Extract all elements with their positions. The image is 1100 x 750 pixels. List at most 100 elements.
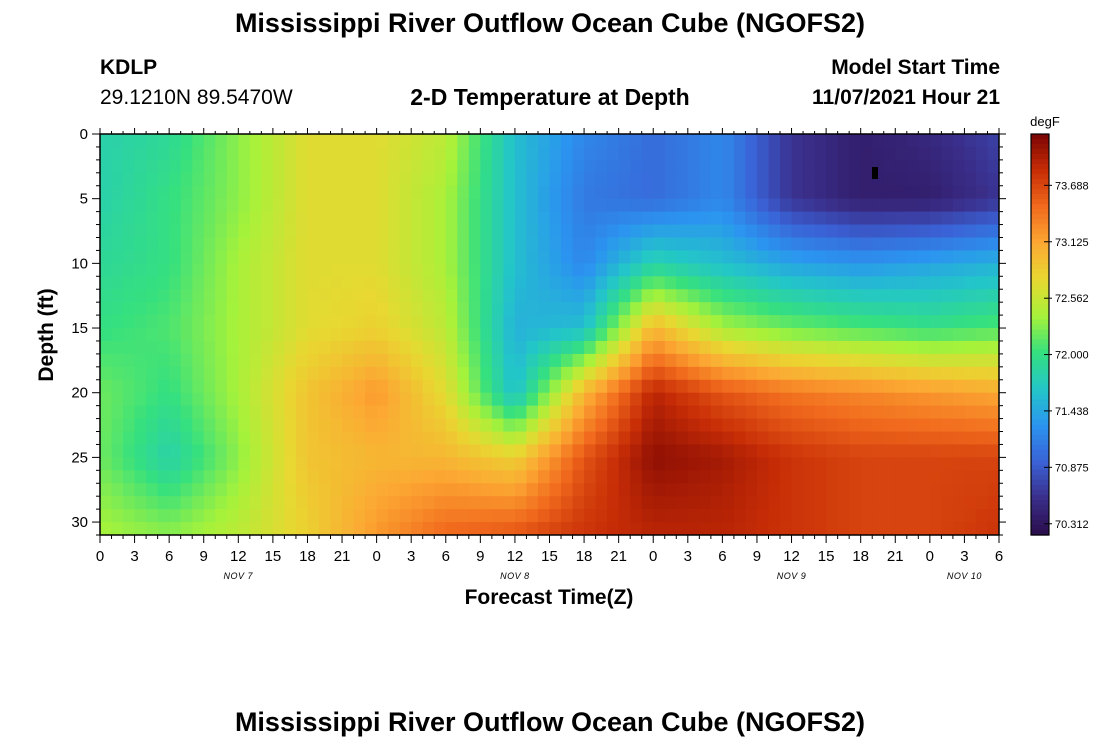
heatmap-cell <box>330 405 343 420</box>
heatmap-cell <box>342 263 355 277</box>
colorbar-segment <box>1031 469 1049 476</box>
heatmap-cell <box>584 483 597 497</box>
heatmap-cell <box>895 366 908 381</box>
heatmap-cell <box>411 276 424 290</box>
heatmap-cell <box>791 418 804 433</box>
heatmap-cell <box>722 250 735 264</box>
heatmap-cell <box>376 250 389 264</box>
heatmap-cell <box>929 185 942 200</box>
heatmap-cell <box>780 263 793 277</box>
colorbar-segment <box>1031 294 1049 301</box>
heatmap-cell <box>849 289 862 303</box>
heatmap-cell <box>849 159 862 174</box>
heatmap-cell <box>872 302 885 316</box>
heatmap-cell <box>952 250 966 264</box>
heatmap-cell <box>123 444 136 458</box>
heatmap-cell <box>641 340 654 355</box>
heatmap-cell <box>272 496 286 510</box>
colorbar-segment <box>1031 289 1049 295</box>
heatmap-cell <box>895 250 908 264</box>
heatmap-cell <box>134 509 147 523</box>
heatmap-cell <box>146 366 159 381</box>
heatmap-cell <box>872 444 885 458</box>
heatmap-cell <box>330 470 343 484</box>
heatmap-cell <box>918 250 931 264</box>
heatmap-cell <box>399 250 412 264</box>
heatmap-cell <box>883 276 896 290</box>
heatmap-cell <box>284 379 297 394</box>
colorbar-segment <box>1031 279 1049 285</box>
heatmap-cell <box>549 509 562 523</box>
heatmap-cell <box>192 159 205 174</box>
heatmap-cell <box>561 302 574 316</box>
heatmap-cell <box>537 159 551 174</box>
heatmap-cell <box>226 198 239 213</box>
heatmap-cell <box>710 457 723 471</box>
heatmap-cell <box>756 302 770 316</box>
heatmap-cell <box>261 276 274 290</box>
heatmap-cell <box>664 328 677 342</box>
heatmap-cell <box>872 353 885 368</box>
heatmap-cell <box>157 146 170 161</box>
heatmap-cell <box>952 185 966 200</box>
heatmap-cell <box>146 276 159 290</box>
heatmap-cell <box>618 185 631 200</box>
heatmap-cell <box>307 315 320 329</box>
heatmap-cell <box>803 431 816 446</box>
heatmap-cell <box>745 522 758 535</box>
heatmap-cell <box>860 276 873 290</box>
heatmap-cell <box>238 159 251 174</box>
heatmap-cell <box>549 289 562 303</box>
heatmap-cell <box>676 250 689 264</box>
heatmap-cell <box>157 457 170 471</box>
heatmap-cell <box>952 444 966 458</box>
heatmap-cell <box>561 509 574 523</box>
heatmap-cell <box>376 353 389 368</box>
heatmap-cell <box>780 250 793 264</box>
y-axis-label: Depth (ft) <box>35 288 58 381</box>
colorbar-segment <box>1031 524 1049 531</box>
heatmap-cell <box>330 392 343 407</box>
heatmap-cell <box>895 431 908 446</box>
x-tick-label: 15 <box>265 548 282 565</box>
heatmap-cell <box>365 289 378 303</box>
heatmap-cell <box>411 328 424 342</box>
heatmap-cell <box>584 237 597 252</box>
heatmap-cell <box>411 457 424 471</box>
x-tick-label: 21 <box>334 548 351 565</box>
heatmap-cell <box>618 315 631 329</box>
heatmap-cell <box>272 470 286 484</box>
heatmap-cell <box>803 237 816 252</box>
heatmap-cell <box>318 405 332 420</box>
heatmap-cell <box>111 340 124 355</box>
heatmap-cell <box>342 405 355 420</box>
heatmap-cell <box>895 496 908 510</box>
heatmap-cell <box>318 379 332 394</box>
heatmap-cell <box>318 159 332 174</box>
heatmap-cell <box>295 302 309 316</box>
heatmap-cell <box>618 509 631 523</box>
heatmap-cell <box>468 289 481 303</box>
heatmap-cell <box>295 315 309 329</box>
heatmap-cell <box>768 185 781 200</box>
heatmap-cell <box>422 276 435 290</box>
heatmap-cell <box>756 276 770 290</box>
heatmap-cell <box>215 353 228 368</box>
heatmap-cell <box>180 276 193 290</box>
heatmap-cell <box>664 509 677 523</box>
heatmap-cell <box>123 302 136 316</box>
heatmap-cell <box>607 237 620 252</box>
heatmap-cell <box>630 146 643 161</box>
heatmap-cell <box>872 134 885 148</box>
heatmap-cell <box>687 289 700 303</box>
heatmap-cell <box>768 483 781 497</box>
heatmap-cell <box>399 418 412 433</box>
heatmap-cell <box>342 509 355 523</box>
heatmap-cell <box>399 172 412 187</box>
heatmap-cell <box>365 496 378 510</box>
heatmap-cell <box>491 134 504 148</box>
heatmap-cell <box>687 198 700 213</box>
heatmap-cell <box>722 276 735 290</box>
heatmap-cell <box>480 276 493 290</box>
heatmap-cell <box>561 172 574 187</box>
